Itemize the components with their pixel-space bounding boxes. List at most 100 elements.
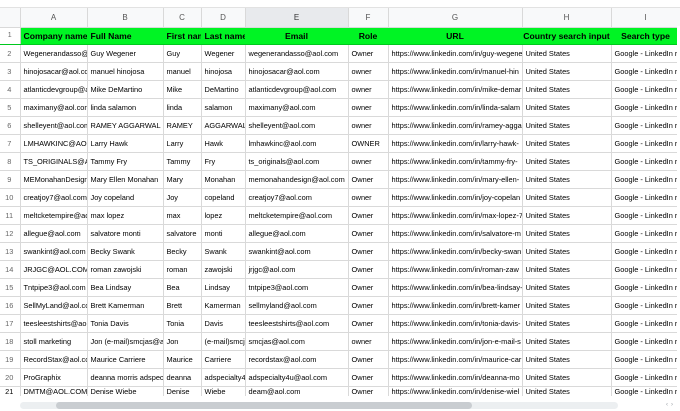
cell-full-name[interactable]: Jon (e-mail)smcjas@aol.cc [87, 332, 164, 351]
cell-first-name[interactable]: manuel [163, 62, 202, 81]
cell-last-name[interactable]: monti [201, 224, 246, 243]
table-row[interactable]: 11 meltcketempire@aol. max lopez max lopez me… [0, 206, 680, 225]
cell-country[interactable]: United States [522, 98, 612, 117]
cell-last-name[interactable]: Wiebe [201, 386, 246, 396]
cell-company[interactable]: maximany@aol.com [20, 98, 88, 117]
cell-country[interactable]: United States [522, 44, 612, 63]
cell-email[interactable]: meltcketempire@aol.com [245, 206, 349, 225]
cell-email[interactable]: recordstax@aol.com [245, 350, 349, 369]
row-number-19[interactable]: 19 [0, 350, 21, 369]
cell-first-name[interactable]: Bea [163, 278, 202, 297]
cell-search-type[interactable]: Google - LinkedIn result [611, 224, 680, 243]
cell-email[interactable]: creatjoy7@aol.com [245, 188, 349, 207]
cell-url[interactable]: https://www.linkedin.com/in/ramey-agga [388, 116, 523, 135]
cell-full-name[interactable]: Tammy Fry [87, 152, 164, 171]
cell-last-name[interactable]: (e-mail)smcjas [201, 332, 246, 351]
cell-company[interactable]: LMHAWKINC@AOL.CC [20, 134, 88, 153]
cell-role[interactable]: Owner [348, 386, 389, 396]
row-number-9[interactable]: 9 [0, 170, 21, 189]
row-number-2[interactable]: 2 [0, 44, 21, 63]
cell-last-name[interactable]: Monahan [201, 170, 246, 189]
cell-email[interactable]: wegenerandasso@aol.com [245, 44, 349, 63]
cell-email[interactable]: teesleestshirts@aol.com [245, 314, 349, 333]
cell-last-name[interactable]: Kamerman [201, 296, 246, 315]
cell-full-name[interactable]: Joy copeland [87, 188, 164, 207]
scroll-left-icon[interactable]: ‹ [666, 402, 671, 408]
cell-search-type[interactable]: Google - LinkedIn result [611, 152, 680, 171]
cell-company[interactable]: Wegenerandasso@aol [20, 44, 88, 63]
row-number-15[interactable]: 15 [0, 278, 21, 297]
column-header-e[interactable]: E [245, 8, 349, 28]
cell-full-name[interactable]: deanna morris adspecialty [87, 368, 164, 387]
cell-role[interactable]: owner [348, 116, 389, 135]
cell-last-name[interactable]: lopez [201, 206, 246, 225]
cell-company[interactable]: creatjoy7@aol.com [20, 188, 88, 207]
cell-first-name[interactable]: Tammy [163, 152, 202, 171]
cell-full-name[interactable]: Larry Hawk [87, 134, 164, 153]
cell-country[interactable]: United States [522, 62, 612, 81]
cell-full-name[interactable]: Maurice Carriere [87, 350, 164, 369]
row-number-4[interactable]: 4 [0, 80, 21, 99]
cell-last-name[interactable]: Davis [201, 314, 246, 333]
cell-search-type[interactable]: Google - LinkedIn result [611, 278, 680, 297]
cell-search-type[interactable]: Google - LinkedIn result [611, 206, 680, 225]
cell-country[interactable]: United States [522, 296, 612, 315]
cell-url[interactable]: https://www.linkedin.com/in/tonia-davis- [388, 314, 523, 333]
cell-search-type[interactable]: Google - LinkedIn result [611, 368, 680, 387]
cell-url[interactable]: https://www.linkedin.com/in/larry-hawk- [388, 134, 523, 153]
cell-search-type[interactable]: Google - LinkedIn result [611, 260, 680, 279]
cell-url[interactable]: https://www.linkedin.com/in/max-lopez-7 [388, 206, 523, 225]
cell-url[interactable]: https://www.linkedin.com/in/roman-zaw [388, 260, 523, 279]
scroll-right-icon[interactable]: › [671, 402, 676, 408]
cell-search-type[interactable]: Google - LinkedIn result [611, 98, 680, 117]
cell-first-name[interactable]: Becky [163, 242, 202, 261]
cell-role[interactable]: Owner [348, 368, 389, 387]
cell-search-type[interactable]: Google - LinkedIn result [611, 170, 680, 189]
cell-search-type[interactable]: Google - LinkedIn result [611, 314, 680, 333]
column-header-i[interactable]: I [611, 8, 680, 28]
cell-last-name[interactable]: Swank [201, 242, 246, 261]
cell-email[interactable]: atlanticdevgroup@aol.com [245, 80, 349, 99]
cell-full-name[interactable]: Bea Lindsay [87, 278, 164, 297]
cell-company[interactable]: hinojosacar@aol.com [20, 62, 88, 81]
row-number-6[interactable]: 6 [0, 116, 21, 135]
row-number-5[interactable]: 5 [0, 98, 21, 117]
cell-country[interactable]: United States [522, 80, 612, 99]
row-number-13[interactable]: 13 [0, 242, 21, 261]
cell-full-name[interactable]: linda salamon [87, 98, 164, 117]
cell-role[interactable]: Owner [348, 314, 389, 333]
cell-full-name[interactable]: RAMEY AGGARWAL [87, 116, 164, 135]
cell-company[interactable]: DMTM@AOL.COM [20, 386, 88, 396]
cell-country[interactable]: United States [522, 314, 612, 333]
cell-role[interactable]: OWNER [348, 134, 389, 153]
cell-first-name[interactable]: Denise [163, 386, 202, 396]
cell-role[interactable]: owner [348, 152, 389, 171]
table-row[interactable]: 14 JRJGC@AOL.COM roman zawojski roman zawojs… [0, 260, 680, 279]
cell-search-type[interactable]: Google - LinkedIn result [611, 80, 680, 99]
cell-last-name[interactable]: Carriere [201, 350, 246, 369]
cell-url[interactable]: https://www.linkedin.com/in/deanna-mo [388, 368, 523, 387]
cell-role[interactable]: owner [348, 332, 389, 351]
cell-last-name[interactable]: Hawk [201, 134, 246, 153]
column-header-f[interactable]: F [348, 8, 389, 28]
table-row[interactable]: 12 allegue@aol.com salvatore monti salvator… [0, 224, 680, 243]
cell-company[interactable]: RecordStax@aol.com [20, 350, 88, 369]
cell-country[interactable]: United States [522, 242, 612, 261]
cell-url[interactable]: https://www.linkedin.com/in/joy-copelan [388, 188, 523, 207]
cell-url[interactable]: https://www.linkedin.com/in/tammy-fry- [388, 152, 523, 171]
cell-url[interactable]: https://www.linkedin.com/in/manuel-hin [388, 62, 523, 81]
cell-first-name[interactable]: RAMEY [163, 116, 202, 135]
cell-last-name[interactable]: zawojski [201, 260, 246, 279]
cell-url[interactable]: https://www.linkedin.com/in/mike-demar [388, 80, 523, 99]
cell-url[interactable]: https://www.linkedin.com/in/linda-salam [388, 98, 523, 117]
cell-country[interactable]: United States [522, 206, 612, 225]
table-row[interactable]: 5 maximany@aol.com linda salamon linda salam… [0, 98, 680, 117]
cell-first-name[interactable]: Mary [163, 170, 202, 189]
cell-role[interactable]: owner [348, 80, 389, 99]
cell-url[interactable]: https://www.linkedin.com/in/bea-lindsay- [388, 278, 523, 297]
row-number-18[interactable]: 18 [0, 332, 21, 351]
cell-role[interactable]: Owner [348, 260, 389, 279]
column-header-g[interactable]: G [388, 8, 523, 28]
